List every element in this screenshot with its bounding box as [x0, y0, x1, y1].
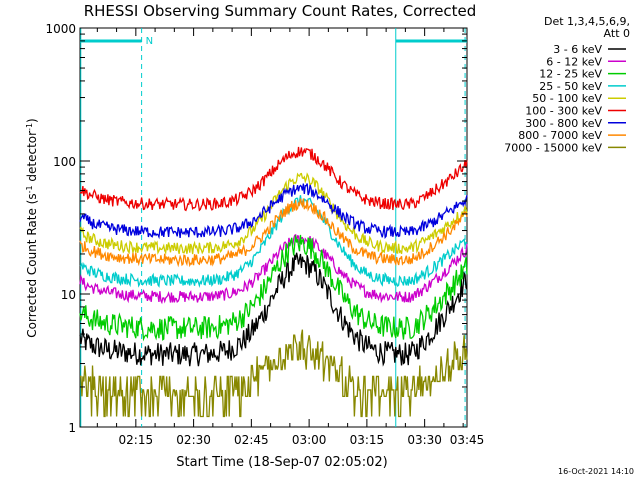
- legend-header-line1: Det 1,3,4,5,6,9,: [544, 15, 630, 28]
- series-line: [79, 234, 468, 342]
- legend-label: 100 - 300 keV: [525, 105, 602, 118]
- y-axis-label-sup1: -1: [25, 185, 34, 193]
- x-tick-label: 03:15: [350, 433, 385, 447]
- legend-label: 6 - 12 keV: [546, 55, 602, 68]
- x-tick-label: 03:45: [450, 433, 485, 447]
- series-line: [79, 252, 468, 367]
- plot-area: N 1 10 100 1000 02:15 02:30 02:45 03:00 03:15 03…: [45, 22, 484, 447]
- x-tick-label: 02:45: [234, 433, 269, 447]
- y-axis-label-sup2: -1: [25, 123, 34, 131]
- night-marker-label: N: [146, 36, 153, 47]
- legend-label: 7000 - 15000 keV: [504, 141, 602, 154]
- legend-label: 3 - 6 keV: [553, 43, 602, 56]
- series-line: [79, 183, 468, 240]
- y-axis: 1 10 100 1000: [45, 22, 467, 435]
- series-line: [79, 146, 468, 212]
- y-axis-label-mid: detector: [25, 131, 39, 186]
- legend-label: 12 - 25 keV: [539, 68, 602, 81]
- legend-header-line2: Att 0: [604, 27, 630, 40]
- y-tick-label: 100: [53, 155, 76, 169]
- y-tick-label: 10: [61, 288, 76, 302]
- legend-label: 300 - 800 keV: [525, 117, 602, 130]
- y-axis-label: Corrected Count Rate (s-1 detector-1): [25, 118, 40, 337]
- series-layer: [79, 146, 468, 418]
- x-tick-label: 02:30: [176, 433, 211, 447]
- x-axis-label: Start Time (18-Sep-07 02:05:02): [176, 455, 387, 470]
- series-line: [79, 195, 468, 288]
- x-axis: 02:15 02:30 02:45 03:00 03:15 03:30 03:45: [96, 28, 485, 447]
- plot-frame: [79, 27, 468, 428]
- legend-label: 25 - 50 keV: [539, 80, 602, 93]
- y-tick-label: 1000: [45, 22, 76, 36]
- series-line: [80, 329, 468, 418]
- legend-label: 50 - 100 keV: [532, 92, 602, 105]
- series-line: [79, 172, 468, 255]
- y-tick-label: 1: [68, 421, 76, 435]
- y-axis-label-main: Corrected Count Rate (s: [25, 193, 39, 337]
- legend-label: 800 - 7000 keV: [518, 129, 602, 142]
- x-tick-label: 03:30: [407, 433, 442, 447]
- chart-title: RHESSI Observing Summary Count Rates, Co…: [84, 2, 477, 20]
- series-line: [79, 233, 468, 305]
- footer-date: 16-Oct-2021 14:10: [558, 467, 634, 476]
- x-tick-label: 02:15: [119, 433, 154, 447]
- x-tick-label: 03:00: [292, 433, 327, 447]
- series-line: [79, 198, 468, 268]
- y-axis-label-end: ): [25, 118, 39, 123]
